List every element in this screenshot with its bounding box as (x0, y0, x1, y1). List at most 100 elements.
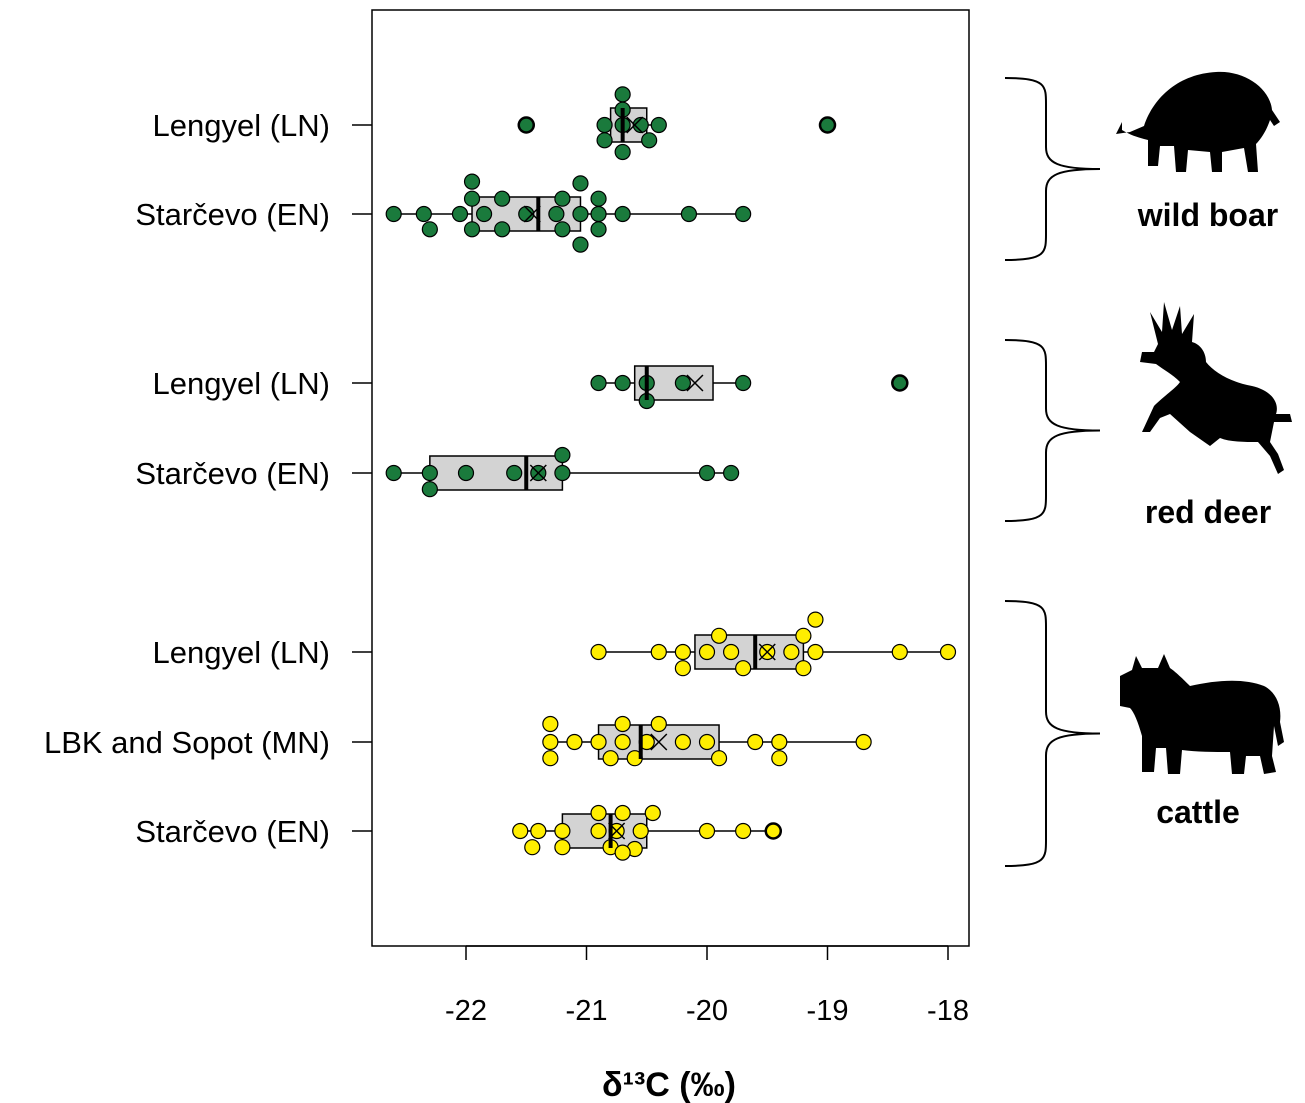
data-point (518, 205, 535, 223)
data-point (554, 221, 571, 238)
data-point (650, 116, 667, 134)
data-point (494, 190, 511, 207)
data-point (614, 844, 631, 861)
data-point (554, 446, 571, 464)
group-bracket (1004, 600, 1101, 867)
data-point (783, 643, 800, 661)
data-point (614, 374, 631, 392)
group-icons (1116, 71, 1292, 774)
box-row: Starčevo (EN) (135, 173, 752, 253)
mean-marker (529, 464, 547, 482)
data-point (614, 715, 631, 733)
box-row: Starčevo (EN) (135, 446, 740, 498)
data-point (680, 205, 698, 223)
data-point (771, 733, 788, 751)
data-point (674, 660, 692, 677)
data-point (506, 464, 523, 482)
mean-marker (758, 643, 776, 661)
data-point (614, 205, 631, 223)
data-point (674, 733, 692, 751)
data-point (674, 374, 692, 392)
data-point (542, 750, 559, 767)
data-point (572, 175, 589, 192)
data-point (463, 173, 481, 190)
mean-marker (608, 822, 626, 840)
data-point (548, 205, 565, 223)
outlier-point (818, 116, 837, 134)
data-point (596, 116, 613, 134)
data-point (385, 464, 402, 482)
data-point (572, 205, 589, 223)
data-point (698, 464, 716, 482)
data-point (698, 733, 716, 751)
data-point (542, 733, 559, 751)
cattle-icon (1120, 654, 1284, 774)
data-point (554, 839, 571, 856)
data-point (590, 822, 607, 840)
data-point (590, 374, 607, 392)
category-label: Lengyel (LN) (153, 635, 330, 670)
data-point (463, 221, 481, 238)
data-point (463, 190, 481, 207)
data-point (722, 464, 740, 482)
data-point (590, 733, 607, 751)
data-point (735, 205, 752, 223)
data-point (421, 481, 438, 498)
x-tick-label: -21 (566, 995, 608, 1027)
data-point (542, 715, 559, 733)
group-label: wild boar (1137, 197, 1278, 233)
data-point (632, 822, 649, 840)
data-point (698, 822, 716, 840)
x-axis-title: δ¹³C (‰) (602, 1066, 736, 1103)
data-point (602, 750, 619, 767)
mean-marker (650, 733, 668, 751)
data-point (807, 643, 824, 661)
data-point (554, 464, 571, 482)
data-point (512, 822, 529, 840)
data-point (566, 733, 583, 751)
data-point (614, 86, 631, 103)
data-point (710, 627, 728, 644)
data-point (415, 205, 432, 223)
red-deer-icon (1140, 302, 1292, 474)
data-point (722, 643, 740, 661)
x-tick-label: -18 (927, 995, 969, 1027)
data-point (735, 822, 752, 840)
data-point (891, 643, 908, 661)
data-point (939, 643, 957, 661)
category-label: Starčevo (EN) (135, 814, 330, 849)
group-brackets: wild boar red deer cattle (1004, 77, 1278, 867)
x-tick-label: -20 (686, 995, 728, 1027)
data-point (710, 750, 728, 767)
wild-boar-icon (1116, 71, 1280, 172)
data-point (451, 205, 469, 223)
data-point (614, 733, 631, 751)
group-label: red deer (1145, 494, 1271, 530)
x-tick-label: -19 (807, 995, 849, 1027)
data-point (385, 205, 402, 223)
group-bracket (1004, 339, 1101, 522)
data-point (795, 660, 812, 677)
data-point (457, 464, 475, 482)
category-label: Starčevo (EN) (135, 456, 330, 491)
data-point (530, 822, 547, 840)
rows-layer: Lengyel (LN) Starčevo (EN) Lengyel (LN) Sta… (44, 86, 957, 861)
category-label: LBK and Sopot (MN) (44, 725, 330, 760)
data-point (855, 733, 872, 751)
category-label: Starčevo (EN) (135, 197, 330, 232)
data-point (674, 643, 692, 661)
mean-marker (686, 374, 704, 392)
data-point (524, 839, 541, 856)
data-point (641, 132, 658, 149)
data-point (554, 822, 571, 840)
data-point (475, 205, 493, 223)
data-point (632, 116, 649, 134)
data-point (596, 132, 613, 149)
data-point (421, 464, 438, 482)
outlier-point (517, 116, 535, 134)
data-point (650, 643, 667, 661)
box-row: Lengyel (LN) (153, 86, 837, 161)
category-label: Lengyel (LN) (153, 366, 330, 401)
data-point (735, 374, 752, 392)
box-row: Lengyel (LN) (153, 611, 957, 677)
